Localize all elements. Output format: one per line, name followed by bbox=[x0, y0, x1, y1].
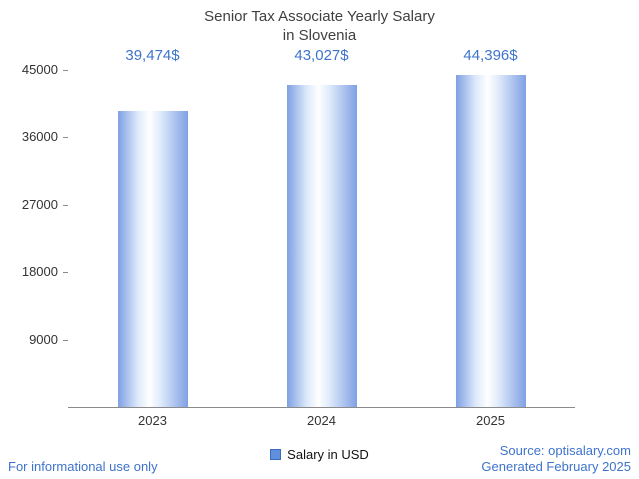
plot-area bbox=[68, 70, 575, 408]
y-axis-label: 45000 bbox=[21, 62, 58, 77]
chart-title-line1: Senior Tax Associate Yearly Salary bbox=[204, 8, 435, 25]
x-axis-label: 2023 bbox=[138, 413, 167, 428]
y-axis-tick bbox=[63, 137, 68, 139]
bar-value-label: 43,027$ bbox=[294, 47, 349, 64]
chart-title-line2: in Slovenia bbox=[282, 27, 357, 44]
x-axis-label: 2024 bbox=[307, 413, 336, 428]
y-axis-tick bbox=[63, 339, 68, 341]
bar-value-label: 39,474$ bbox=[125, 47, 180, 64]
y-axis-label: 27000 bbox=[21, 196, 58, 212]
bar-2024 bbox=[286, 84, 357, 407]
generated-text: Generated February 2025 bbox=[481, 459, 631, 474]
legend: Salary in USD bbox=[0, 447, 639, 462]
disclaimer-text: For informational use only bbox=[8, 459, 158, 474]
chart-title: Senior Tax Associate Yearly Salary in Sl… bbox=[0, 7, 639, 45]
y-axis-tick bbox=[63, 70, 68, 71]
y-axis-tick bbox=[63, 272, 68, 274]
source-link[interactable]: Source: optisalary.com bbox=[499, 443, 631, 458]
bar-value-label: 44,396$ bbox=[463, 47, 518, 64]
x-axis-label: 2025 bbox=[476, 413, 505, 428]
footer-source-block: Source: optisalary.com Generated Februar… bbox=[481, 443, 631, 475]
legend-swatch bbox=[270, 449, 282, 460]
y-axis-tick bbox=[63, 204, 68, 206]
legend-label: Salary in USD bbox=[287, 447, 369, 462]
y-axis-label: 36000 bbox=[21, 129, 58, 145]
bar-2025 bbox=[455, 74, 526, 407]
bar-2023 bbox=[117, 111, 188, 407]
y-axis-label: 9000 bbox=[29, 331, 58, 347]
y-axis-label: 18000 bbox=[21, 264, 58, 280]
